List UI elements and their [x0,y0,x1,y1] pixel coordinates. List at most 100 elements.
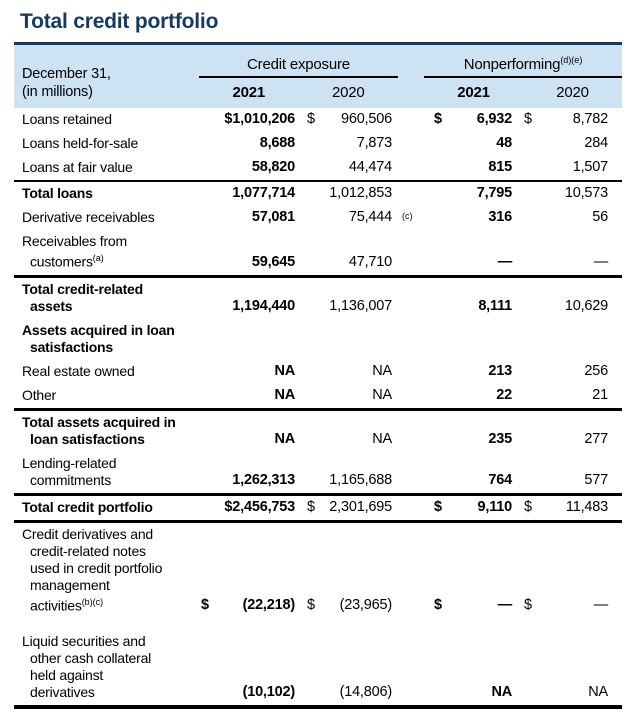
cell-credit-exposure-2020: $2,301,695 [307,498,392,515]
row-label: Total credit-related assets [22,280,143,314]
table-row: Derivative receivables 57,081 75,444 (c) 316… [14,206,622,230]
cell-credit-exposure-2021: NA [274,430,295,447]
table-row: Other NA NA 22 21 [14,384,622,408]
cell-credit-exposure-2020: 1,165,688 [329,471,392,488]
nonperforming-footnote: (d)(e) [560,55,583,65]
dollar-sign: $ [524,597,532,614]
cell-nonperforming-2020: 10,573 [564,185,608,201]
cell-nonperforming-2020: — [593,253,609,270]
table-row: Loans at fair value 58,820 44,474 815 1,507 [14,156,622,180]
cell-credit-exposure-2021: 1,262,313 [232,471,295,488]
cell-credit-exposure-2020: $ (23,965) [307,597,392,614]
header-date-label: December 31, (in millions) [14,65,199,101]
cell-nonperforming-2021: 764 [488,471,512,488]
cell-nonperforming-2021: $6,932 [434,111,512,127]
cell-credit-exposure-2021: 58,820 [251,159,295,175]
cell-nonperforming-2020: $11,483 [524,498,608,515]
cell-credit-exposure-2021: 57,081 [251,209,295,225]
cell-credit-exposure-2021: NA [274,386,295,403]
row-label: Lending-related commitments [22,454,117,488]
cell-nonperforming-2020: 256 [584,362,608,379]
cell-credit-exposure-2021: NA [274,362,295,379]
year-2021-credit-exposure: 2021 [232,84,266,101]
label-footnote: (a) [92,253,104,263]
dollar-sign: $ [434,597,442,614]
dollar-sign: $ [434,498,442,515]
row-label: Loans held-for-sale [22,135,139,151]
dollar-sign: $ [524,111,532,127]
cell-nonperforming-2021: — [497,253,513,270]
cell-nonperforming-2021: 48 [496,135,512,151]
year-2020-nonperforming: 2020 [556,84,589,101]
cell-credit-exposure-2021: $1,010,206 [224,111,295,127]
cell-nonperforming-2021: 815 [488,159,512,175]
year-2020-credit-exposure: 2020 [331,84,365,101]
cell-nonperforming-2020: 284 [584,135,608,151]
table-row: Receivables from customers(a) 59,645 47,710… [14,230,622,275]
cell-credit-exposure-2020: 47,710 [348,253,392,270]
table-row: Assets acquired in loan satisfactions [14,319,622,360]
cell-nonperforming-2021: 213 [488,362,512,379]
nonperforming-years: 2021 2020 [424,78,622,101]
row-label: Other [22,386,57,403]
cell-credit-exposure-2020: NA [372,362,392,379]
cell-credit-exposure-2021: 8,688 [259,135,295,151]
table-row: Total credit-related assets 1,194,440 1,136… [14,274,622,319]
cell-credit-exposure-2020: NA [372,386,392,403]
row-label: Liquid securities and other cash collater… [22,633,152,701]
table-row: Loans retained $1,010,206 $960,506 $6,932 $8… [14,108,622,132]
dollar-sign: $ [201,597,209,614]
cell-nonperforming-2020: 1,507 [572,159,608,175]
table-row: Total assets acquired in loan satisfactio… [14,407,622,452]
cell-credit-exposure-2020: 1,136,007 [329,297,392,314]
table-row: Total loans 1,077,714 1,012,853 7,795 10,573 [14,180,622,206]
year-2021-nonperforming: 2021 [457,84,490,101]
dollar-sign: $ [524,498,532,515]
table-row: Loans held-for-sale 8,688 7,873 48 284 [14,132,622,156]
cell-credit-exposure-2020: 75,444 [348,209,392,225]
cell-nonperforming-2021: 8,111 [478,297,512,314]
row-label: Total assets acquired in loan satisfactio… [22,413,176,447]
cell-nonperforming-2021: 316 [488,209,512,225]
header-group-nonperforming: Nonperforming(d)(e) 2021 2020 [424,55,622,101]
row-label: Loans retained [22,111,112,127]
row-label: Loans at fair value [22,159,133,175]
dollar-sign: $ [434,111,442,127]
cell-nonperforming-2020: NA [588,684,608,701]
row-label: Credit derivatives and credit-related not… [22,525,163,614]
cell-nonperforming-2020: $8,782 [524,111,608,127]
row-label: Total loans [22,185,93,201]
cell-credit-exposure-2021: (10,102) [242,684,296,701]
cell-credit-exposure-2021: $2,456,753 [224,498,295,515]
table-row: Real estate owned NA NA 213 256 [14,360,622,384]
table-body: Loans retained $1,010,206 $960,506 $6,932 $8… [14,108,622,705]
cell-nonperforming-2021: $9,110 [434,498,512,515]
page-title: Total credit portfolio [20,10,219,33]
table-row: Total credit portfolio $2,456,753 $2,301,6… [14,492,622,523]
dollar-sign: $ [307,498,315,515]
credit-exposure-label: Credit exposure [199,55,398,78]
cell-credit-exposure-2020: (14,806) [339,684,393,701]
row-label: Real estate owned [22,362,135,379]
dollar-sign: $ [307,597,315,614]
cell-credit-exposure-2020: NA [372,430,392,447]
cell-nonperforming-2020: 577 [584,471,608,488]
header-group-credit-exposure: Credit exposure 2021 2020 [199,55,398,101]
table-header: December 31, (in millions) Credit exposu… [14,45,622,108]
table-row: Lending-related commitments 1,262,313 1,165… [14,452,622,493]
row-label: Derivative receivables [22,209,155,225]
label-footnote: (b)(c) [81,596,104,607]
cell-credit-exposure-2021: 1,194,440 [232,297,295,314]
header-date-line2: (in millions) [22,84,93,100]
cell-credit-exposure-2021: 1,077,714 [232,185,295,201]
cell-nonperforming-2021: 7,795 [476,185,512,201]
cell-nonperforming-2020: 277 [584,430,608,447]
cell-nonperforming-2021: 235 [488,430,512,447]
cell-credit-exposure-2021: 59,645 [251,253,295,270]
cell-nonperforming-2020: 21 [592,386,608,403]
cell-credit-exposure-2020: $960,506 [307,111,392,127]
row-label: Receivables from customers(a) [22,233,127,270]
cell-credit-exposure-2020: 1,012,853 [329,185,392,201]
credit-exposure-years: 2021 2020 [199,78,398,101]
